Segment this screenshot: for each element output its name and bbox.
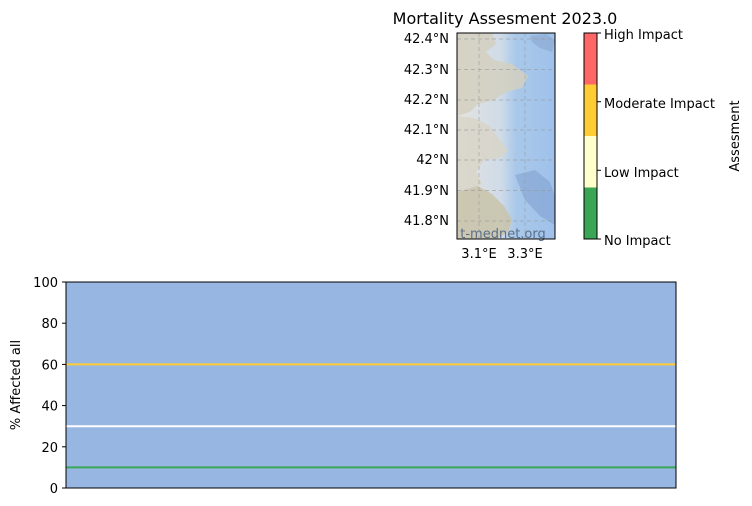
plot-background — [66, 282, 676, 488]
map-lon-ticks: 3.1°E 3.3°E — [461, 247, 542, 262]
colorbar-tick-label: No Impact — [604, 234, 671, 249]
lat-tick: 42.4°N — [404, 32, 449, 47]
lat-tick: 42°N — [416, 153, 449, 168]
colorbar-label: Assesment — [728, 100, 743, 171]
line-chart: 0 20 40 60 80 100 % Affected all — [9, 276, 677, 497]
colorbar-tick-label: High Impact — [604, 28, 683, 43]
series-layer — [66, 363, 676, 469]
plot-frame — [65, 281, 677, 489]
y-tick-label: 40 — [41, 400, 58, 415]
y-tick-label: 100 — [33, 276, 58, 291]
y-axis-ticks: 0 20 40 60 80 100 — [33, 276, 66, 497]
colorbar-segment-low-impact — [584, 136, 597, 188]
y-tick-label: 80 — [41, 317, 58, 332]
y-tick-label: 60 — [41, 358, 58, 373]
y-tick-label: 20 — [41, 441, 58, 456]
map-panel: t-mednet.org 42.4°N 42.3°N 42.2°N 42.1°N… — [404, 32, 556, 262]
colorbar-segment-no-impact — [584, 187, 597, 239]
lon-tick: 3.3°E — [507, 247, 542, 262]
map-land-middle — [457, 116, 508, 192]
lon-tick: 3.1°E — [461, 247, 496, 262]
colorbar-frame — [583, 32, 598, 240]
map-relief-northeast — [530, 34, 555, 52]
map-land-north — [457, 33, 528, 116]
y-tick-label: 0 — [50, 482, 58, 497]
map-lat-ticks: 42.4°N 42.3°N 42.2°N 42.1°N 42°N 41.9°N … — [404, 32, 449, 229]
map-frame — [456, 32, 556, 240]
lat-tick: 42.1°N — [404, 123, 449, 138]
colorbar-tick-label: Moderate Impact — [604, 97, 715, 112]
map-gridlines — [457, 33, 555, 239]
lat-tick: 42.3°N — [404, 63, 449, 78]
lat-tick: 42.2°N — [404, 93, 449, 108]
colorbar: No Impact Low Impact Moderate Impact Hig… — [583, 28, 743, 249]
map-watermark: t-mednet.org — [460, 227, 546, 242]
colorbar-segment-high-impact — [584, 33, 597, 85]
lat-tick: 41.9°N — [404, 184, 449, 199]
colorbar-segment-moderate-impact — [584, 84, 597, 136]
y-axis-label: % Affected all — [9, 340, 24, 430]
chart-title: Mortality Assesment 2023.0 — [393, 9, 618, 28]
map-land-south — [457, 186, 512, 239]
lat-tick: 41.8°N — [404, 214, 449, 229]
colorbar-tick-label: Low Impact — [604, 166, 679, 181]
